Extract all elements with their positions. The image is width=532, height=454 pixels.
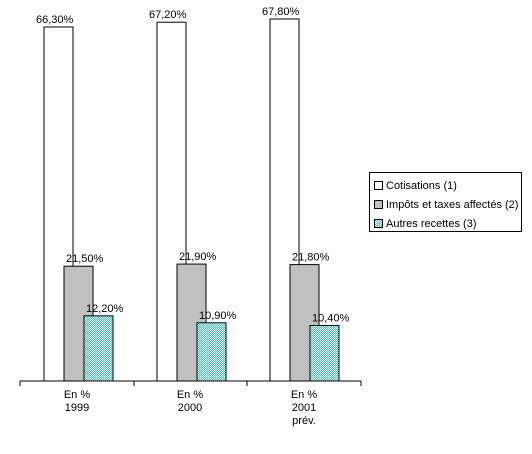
legend-swatch-autres xyxy=(374,219,383,228)
legend-item-cotisations: Cotisations (1) xyxy=(374,176,521,195)
x-tick-label-2-1: En % xyxy=(177,389,204,401)
x-tick-label-1-2: 1999 xyxy=(65,402,89,414)
legend-item-autres: Autres recettes (3) xyxy=(374,214,521,233)
data-label-cotisations-3: 67,80% xyxy=(262,6,300,18)
legend-swatch-cotisations xyxy=(374,181,383,190)
data-label-autres-3: 10,40% xyxy=(312,312,350,324)
data-label-cotisations-1: 66,30% xyxy=(36,14,74,26)
x-tick-label-3-2: 2001 xyxy=(292,402,316,414)
legend-label-cotisations: Cotisations (1) xyxy=(386,179,457,192)
data-label-autres-2: 10,90% xyxy=(199,310,237,322)
data-label-autres-1: 12,20% xyxy=(86,303,124,315)
data-label-impots-1: 21,50% xyxy=(66,253,104,265)
x-tick-label-3-1: En % xyxy=(291,389,318,401)
legend-label-impots: Impôts et taxes affectés (2) xyxy=(386,198,519,211)
data-label-impots-3: 21,80% xyxy=(292,252,330,264)
x-tick-label-1-1: En % xyxy=(64,389,91,401)
x-tick-label-2-2: 2000 xyxy=(178,402,202,414)
data-label-cotisations-2: 67,20% xyxy=(149,9,187,21)
bar-autres-2 xyxy=(196,322,227,382)
bars-group: 66,30% 21,50% 12,20% 67,20% 21,90% 10,90% 67,8… xyxy=(36,6,350,382)
data-label-impots-2: 21,90% xyxy=(179,251,217,263)
legend-label-autres: Autres recettes (3) xyxy=(386,217,477,230)
legend-swatch-impots xyxy=(374,200,383,209)
x-tick-label-3-3: prév. xyxy=(292,415,316,427)
legend-item-impots: Impôts et taxes affectés (2) xyxy=(374,195,521,214)
bar-autres-3 xyxy=(309,324,340,382)
x-ticks xyxy=(19,381,362,386)
legend: Cotisations (1) Impôts et taxes affectés… xyxy=(369,172,522,232)
bar-autres-1 xyxy=(83,315,114,382)
